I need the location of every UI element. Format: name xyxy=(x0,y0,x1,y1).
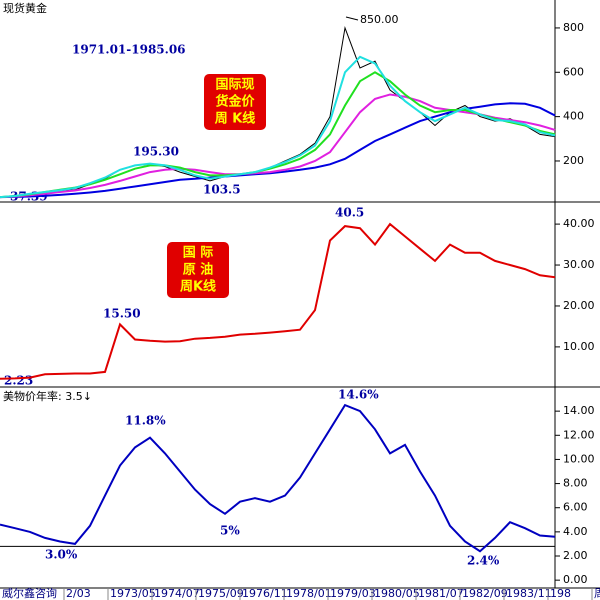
x-tick-label: 1976/11 xyxy=(242,587,288,600)
leader-line xyxy=(345,16,359,21)
label-box xyxy=(167,242,229,298)
series-line xyxy=(0,93,556,199)
box-label: 国际现 xyxy=(215,78,254,93)
x-tick-label: 198 xyxy=(550,587,571,600)
box-label: 周K线 xyxy=(180,279,216,295)
x-tick-label: 1978/01 xyxy=(286,587,332,600)
y-tick-label: 200 xyxy=(563,154,584,167)
annotation: 2.4% xyxy=(467,554,500,568)
y-tick-label: 400 xyxy=(563,110,584,123)
y-tick-label: 40.00 xyxy=(563,217,595,230)
y-tick-label: 10.00 xyxy=(563,452,595,465)
annotation: 14.6% xyxy=(338,388,379,402)
annotation: 40.5 xyxy=(335,206,364,220)
x-tick-label: 1979/03 xyxy=(330,587,376,600)
y-tick-label: 800 xyxy=(563,21,584,34)
box-label: 货金价 xyxy=(215,94,255,110)
box-label: 原 油 xyxy=(183,262,214,278)
y-tick-label: 14.00 xyxy=(563,404,595,417)
annotation: 850.00 xyxy=(360,13,399,26)
source: 威尔鑫咨询 xyxy=(2,586,57,600)
x-tick-label: 1980/05 xyxy=(374,587,420,600)
annotation: 103.5 xyxy=(203,183,241,197)
x-tick-label: 1974/07 xyxy=(154,587,200,600)
x-tick-label: 1975/09 xyxy=(198,587,244,600)
series-line xyxy=(0,55,556,199)
annotation: 11.8% xyxy=(125,414,166,428)
series-line xyxy=(0,403,556,553)
x-tick-label: 1982/09 xyxy=(462,587,508,600)
x-tick-label: 周线 xyxy=(594,586,600,600)
y-tick-label: 12.00 xyxy=(563,428,595,441)
panel-title: 美物价年率: 3.5↓ xyxy=(3,389,92,403)
y-tick-label: 0.00 xyxy=(563,573,588,586)
x-tick-label: 1981/07 xyxy=(418,587,464,600)
annotation: 5% xyxy=(220,524,240,538)
y-tick-label: 4.00 xyxy=(563,525,588,538)
series-line xyxy=(0,71,556,199)
label-box xyxy=(204,74,266,130)
y-tick-label: 600 xyxy=(563,65,584,78)
annotation: 3.0% xyxy=(45,548,78,562)
x-tick-label: 2/03 xyxy=(66,587,91,600)
x-tick-label: 1973/05 xyxy=(110,587,156,600)
chart-title: 现货黄金 xyxy=(3,1,47,15)
series-line xyxy=(0,222,556,380)
y-tick-label: 8.00 xyxy=(563,477,588,490)
x-tick-label: 1983/11 xyxy=(506,587,552,600)
box-label: 周 K线 xyxy=(215,111,256,127)
y-tick-label: 30.00 xyxy=(563,258,595,271)
annotation: 15.50 xyxy=(103,307,141,321)
box-label: 国 际 xyxy=(183,246,214,261)
panel-title: 1971.01-1985.06 xyxy=(72,43,186,57)
y-tick-label: 20.00 xyxy=(563,299,595,312)
y-tick-label: 10.00 xyxy=(563,340,595,353)
annotation: 2.23 xyxy=(4,374,33,388)
annotation: 195.30 xyxy=(133,145,179,159)
y-tick-label: 2.00 xyxy=(563,549,588,562)
y-tick-label: 6.00 xyxy=(563,501,588,514)
